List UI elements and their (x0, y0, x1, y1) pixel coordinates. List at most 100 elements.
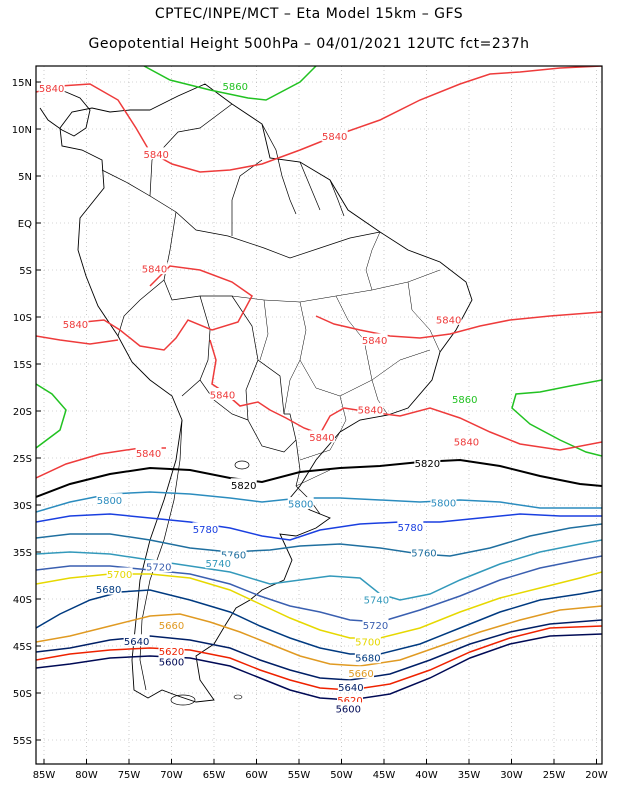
lon-tick-label: 55W (288, 770, 311, 781)
contour-label-text: 5620 (337, 696, 362, 707)
contour-label-5820: 5820 (414, 456, 441, 470)
lat-tick-label: 25S (13, 454, 32, 465)
lake-outline (234, 460, 250, 470)
contour-label-5840: 5840 (321, 129, 348, 143)
contour-5860-north (143, 66, 317, 101)
contour-label-text: 5740 (206, 559, 231, 570)
contour-label-text: 5840 (454, 438, 479, 449)
contour-label-5840: 5840 (141, 262, 168, 276)
lon-tick-label: 50W (330, 770, 353, 781)
contour-5860-west (36, 383, 67, 449)
state-borders (231, 231, 441, 487)
lon-tick-label: 60W (245, 770, 268, 781)
contour-label-text: 5760 (221, 550, 246, 561)
contour-label-5640: 5640 (123, 634, 150, 648)
contour-5840-central (209, 339, 602, 451)
contour-label-background (123, 634, 150, 647)
contour-5840-east (315, 311, 602, 339)
contour-label-background (287, 497, 314, 510)
contour-label-text: 5680 (96, 585, 121, 596)
contour-label-text: 5840 (63, 320, 88, 331)
contour-5840-north (36, 66, 602, 173)
lon-tick-label: 35W (458, 770, 481, 781)
chart-title-line-2: Geopotential Height 500hPa – 04/01/2021 … (88, 36, 530, 52)
contour-label-background (62, 317, 89, 330)
contour-label-background (363, 592, 390, 605)
contour-label-background (430, 496, 457, 509)
axis-labels: 85W 80W 75W 70W 65W 60W 55W 50W 45W 40W 35W 30W 25W 2… (12, 78, 608, 781)
lat-tick-label: 35S (13, 548, 32, 559)
contour-label-5860: 5860 (451, 392, 478, 406)
contour-label-background (96, 493, 123, 506)
country-borders (101, 103, 381, 691)
contour-5780 (36, 513, 602, 541)
lat-lon-gridlines (36, 66, 602, 764)
map-frame (35, 65, 603, 765)
contour-label-text: 5800 (97, 496, 122, 507)
contour-label-text: 5640 (338, 683, 363, 694)
lon-tick-label: 30W (500, 770, 523, 781)
contour-label-text: 5860 (452, 395, 477, 406)
contour-label-background (205, 556, 232, 569)
contour-label-text: 5760 (411, 548, 436, 559)
contour-label-text: 5860 (223, 82, 248, 93)
lon-tick-label: 80W (75, 770, 98, 781)
contour-label-text: 5820 (231, 481, 256, 492)
contour-label-5840: 5840 (135, 446, 162, 460)
lon-tick-label: 65W (203, 770, 226, 781)
contour-label-5680: 5680 (95, 582, 122, 596)
contour-label-5840: 5840 (308, 430, 335, 444)
lon-tick-label: 70W (160, 770, 183, 781)
contour-label-background (357, 403, 384, 416)
contour-label-background (209, 388, 236, 401)
contour-label-5660: 5660 (158, 618, 185, 632)
contour-label-background (397, 520, 424, 533)
contour-label-background (95, 582, 122, 595)
contour-label-background (337, 680, 364, 693)
contour-5760 (36, 523, 602, 557)
contour-label-5860: 5860 (222, 79, 249, 93)
south-america-coastline (59, 83, 473, 703)
contour-labels: 5860 5860 5840 5840 5840 5840 5840 5840 5840 5840… (38, 79, 480, 715)
contour-label-background (158, 654, 185, 667)
contour-label-text: 5780 (193, 525, 218, 536)
contour-5680 (36, 589, 602, 655)
contour-label-5800: 5800 (287, 497, 314, 511)
contour-label-text: 5840 (39, 84, 64, 95)
lon-tick-label: 45W (373, 770, 396, 781)
contour-label-5800: 5800 (96, 493, 123, 507)
contour-label-5720: 5720 (362, 618, 389, 632)
contour-5820 (36, 458, 602, 498)
contour-5720 (36, 555, 602, 623)
contour-label-5800: 5800 (430, 496, 457, 510)
geography: 5860 5860 5840 5840 5840 5840 5840 5840 5840 5840… (36, 66, 602, 715)
contour-label-background (335, 701, 362, 714)
contour-label-text: 5620 (159, 647, 184, 658)
contour-label-text: 5720 (146, 563, 171, 574)
contour-label-5680: 5680 (354, 651, 381, 665)
contour-label-text: 5720 (363, 621, 388, 632)
lon-tick-label: 85W (33, 770, 56, 781)
contour-5840-amazon (83, 265, 253, 351)
contour-label-text: 5700 (107, 570, 132, 581)
contour-label-5840: 5840 (143, 147, 170, 161)
contour-label-background (106, 567, 133, 580)
contour-label-5820: 5820 (230, 478, 257, 492)
lon-tick-label: 25W (543, 770, 566, 781)
contour-label-background (38, 81, 65, 94)
contour-label-background (453, 435, 480, 448)
contour-label-5840: 5840 (209, 388, 236, 402)
lat-tick-label: 40S (13, 595, 32, 606)
contour-label-background (354, 651, 381, 664)
lat-tick-label: 15N (12, 78, 32, 89)
lat-tick-label: 45S (13, 642, 32, 653)
contour-label-5600: 5600 (335, 701, 362, 715)
lat-tick-label: 10N (12, 125, 32, 136)
contour-label-5700: 5700 (354, 635, 381, 649)
contour-label-background (222, 79, 249, 92)
lon-tick-label: 20W (585, 770, 608, 781)
contour-5700 (36, 571, 602, 639)
lat-tick-label: 15S (13, 360, 32, 371)
contour-label-text: 5800 (431, 499, 456, 510)
contour-label-text: 5820 (415, 459, 440, 470)
